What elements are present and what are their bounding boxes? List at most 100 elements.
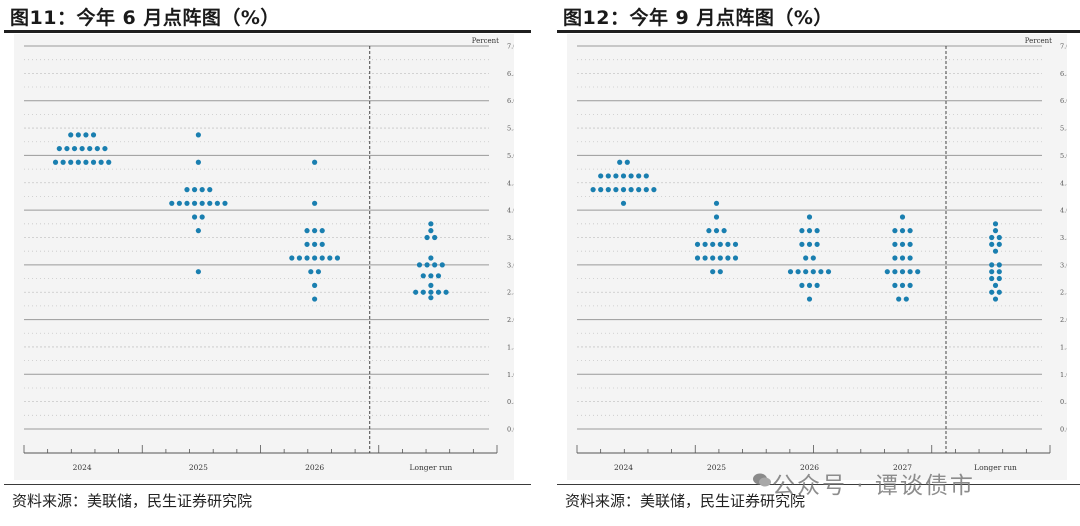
dot-2025 bbox=[710, 255, 716, 261]
plot-background bbox=[567, 34, 1067, 480]
figure-title: 图12：今年 9 月点阵图（%） bbox=[563, 7, 833, 29]
dot-2025 bbox=[717, 269, 723, 275]
dot-2025 bbox=[169, 200, 175, 206]
dot-2025 bbox=[207, 200, 213, 206]
dot-2026 bbox=[825, 269, 832, 275]
dot-2024 bbox=[605, 173, 611, 179]
y-tick-label: 4.0 bbox=[507, 207, 514, 215]
dot-2024 bbox=[71, 145, 78, 152]
y-axis-label: Percent bbox=[472, 37, 499, 45]
dot-2026 bbox=[319, 255, 325, 261]
y-tick-label: 0.5 bbox=[1060, 398, 1067, 406]
dot-2026 bbox=[799, 241, 805, 247]
dot-2024 bbox=[613, 187, 619, 193]
dot-longer-run bbox=[989, 241, 995, 247]
dot-longer-run bbox=[432, 234, 438, 241]
dot-2024 bbox=[98, 159, 104, 165]
dot-2026 bbox=[312, 255, 318, 261]
dot-2024 bbox=[636, 173, 642, 179]
dot-2025 bbox=[713, 228, 720, 234]
dot-longer-run bbox=[428, 255, 434, 261]
dot-2025 bbox=[199, 187, 205, 193]
dot-2026 bbox=[312, 241, 318, 247]
dot-2024 bbox=[64, 145, 70, 152]
dot-2024 bbox=[83, 132, 89, 138]
dot-longer-run bbox=[996, 241, 1002, 247]
y-tick-label: 1.5 bbox=[1060, 343, 1067, 351]
dot-2025 bbox=[195, 269, 201, 275]
dot-2025 bbox=[214, 200, 220, 206]
dot-longer-run bbox=[428, 295, 434, 301]
dot-longer-run bbox=[443, 289, 449, 295]
dot-2025 bbox=[191, 200, 198, 206]
y-tick-label: 7.0 bbox=[1060, 43, 1067, 51]
dot-2026 bbox=[795, 269, 801, 275]
dot-longer-run bbox=[432, 262, 438, 268]
right-figure-panel: 图12：今年 9 月点阵图（%） 0.0 0.5 1.0 1.5 2.0 2.5 3.0 3.… bbox=[557, 0, 1080, 526]
bottom-rule bbox=[557, 484, 1080, 485]
dot-2026 bbox=[304, 241, 310, 247]
dot-longer-run bbox=[996, 275, 1002, 282]
dot-2027 bbox=[907, 269, 913, 275]
y-tick-label: 1.0 bbox=[1060, 371, 1067, 379]
dot-longer-run bbox=[989, 269, 995, 275]
x-category-label: 2025 bbox=[707, 463, 726, 472]
dot-2027 bbox=[884, 269, 890, 275]
dot-2027 bbox=[899, 241, 906, 247]
dot-2026 bbox=[814, 241, 820, 247]
dot-2027 bbox=[907, 241, 913, 247]
y-tick-label: 7.0 bbox=[507, 43, 514, 51]
dot-2024 bbox=[68, 132, 74, 138]
y-tick-label: 6.5 bbox=[507, 70, 514, 78]
dot-2024 bbox=[605, 187, 611, 193]
dot-2026 bbox=[304, 255, 310, 261]
dot-2026 bbox=[806, 228, 813, 234]
dot-longer-run bbox=[989, 275, 995, 282]
y-tick-label: 2.0 bbox=[507, 316, 514, 324]
dot-longer-run bbox=[439, 262, 445, 268]
dot-2026 bbox=[319, 228, 325, 234]
dot-longer-run bbox=[424, 234, 430, 241]
dot-2027 bbox=[892, 269, 898, 275]
dot-2026 bbox=[312, 159, 318, 165]
dot-2026 bbox=[319, 241, 325, 247]
dot-longer-run bbox=[996, 234, 1002, 241]
dot-2025 bbox=[725, 255, 731, 261]
dot-2024 bbox=[628, 187, 634, 193]
dot-2027 bbox=[892, 282, 898, 288]
dot-2026 bbox=[803, 255, 809, 261]
dot-2025 bbox=[717, 241, 723, 247]
dot-2025 bbox=[732, 241, 739, 247]
dot-longer-run bbox=[996, 269, 1002, 275]
dot-2025 bbox=[710, 269, 716, 275]
dot-2026 bbox=[806, 296, 813, 302]
dot-longer-run bbox=[996, 289, 1002, 295]
dot-longer-run bbox=[992, 296, 999, 302]
dot-2026 bbox=[334, 255, 341, 261]
dot-longer-run bbox=[420, 273, 426, 279]
dot-longer-run bbox=[428, 282, 434, 288]
dot-2024 bbox=[590, 187, 596, 193]
bottom-rule bbox=[4, 484, 531, 485]
dot-2025 bbox=[195, 228, 201, 234]
dot-2025 bbox=[702, 255, 708, 261]
dot-2026 bbox=[806, 282, 813, 288]
dot-2027 bbox=[907, 255, 913, 261]
dot-2024 bbox=[60, 159, 66, 165]
dot-2027 bbox=[896, 296, 902, 302]
x-category-label: 2026 bbox=[305, 463, 324, 472]
dot-2027 bbox=[915, 269, 921, 275]
y-tick-label: 6.0 bbox=[1060, 97, 1067, 105]
y-tick-label: 1.5 bbox=[507, 343, 514, 351]
x-category-label: Longer run bbox=[409, 463, 452, 472]
dot-2024 bbox=[643, 173, 649, 179]
dot-2026 bbox=[312, 228, 318, 234]
dot-2024 bbox=[75, 132, 81, 138]
dot-2024 bbox=[620, 173, 627, 179]
dot-2024 bbox=[598, 173, 604, 179]
y-tick-label: 3.5 bbox=[1060, 234, 1067, 242]
dot-2025 bbox=[199, 214, 205, 220]
dot-2026 bbox=[304, 228, 310, 234]
dot-2024 bbox=[106, 159, 112, 165]
dot-2024 bbox=[613, 173, 619, 179]
